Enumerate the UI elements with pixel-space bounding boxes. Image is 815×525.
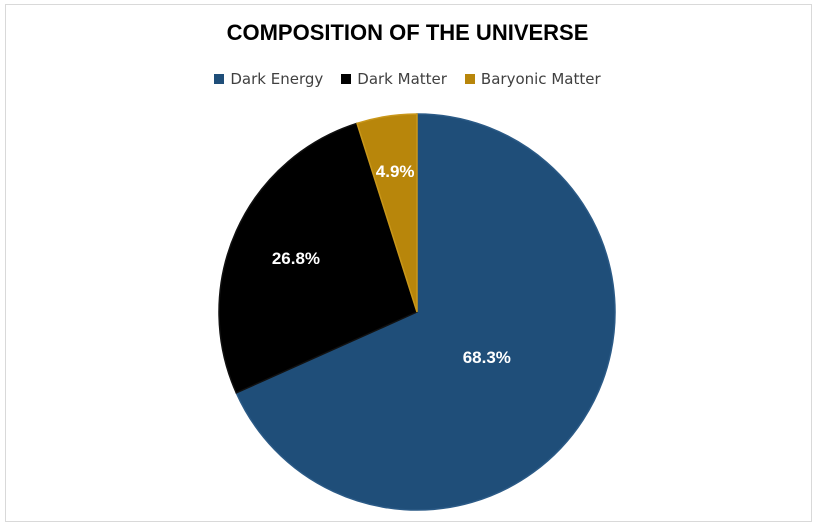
legend-swatch-dark-matter: [341, 74, 352, 84]
legend-item-dark-energy: Dark Energy: [214, 70, 323, 88]
pie-slice-baryonic-matter: [356, 113, 418, 313]
data-label-dark-energy: 68.3%: [463, 348, 511, 367]
legend-swatch-baryonic-matter: [464, 74, 475, 84]
legend-label-dark-energy: Dark Energy: [230, 70, 324, 88]
pie-slice-dark-energy: [235, 113, 616, 511]
data-label-dark-matter: 26.8%: [272, 249, 320, 268]
legend-label-baryonic-matter: Baryonic Matter: [480, 70, 601, 88]
chart-title: COMPOSITION OF THE UNIVERSE: [226, 20, 589, 45]
data-label-baryonic-matter: 4.9%: [376, 162, 415, 181]
legend-item-dark-matter: Dark Matter: [341, 70, 447, 88]
legend-label-dark-matter: Dark Matter: [357, 70, 447, 88]
legend-item-baryonic-matter: Baryonic Matter: [464, 70, 601, 88]
chart-legend: Dark Energy Dark Matter Baryonic Matter: [0, 70, 815, 88]
legend-swatch-dark-energy: [214, 74, 225, 84]
pie-slice-dark-matter: [218, 122, 418, 394]
